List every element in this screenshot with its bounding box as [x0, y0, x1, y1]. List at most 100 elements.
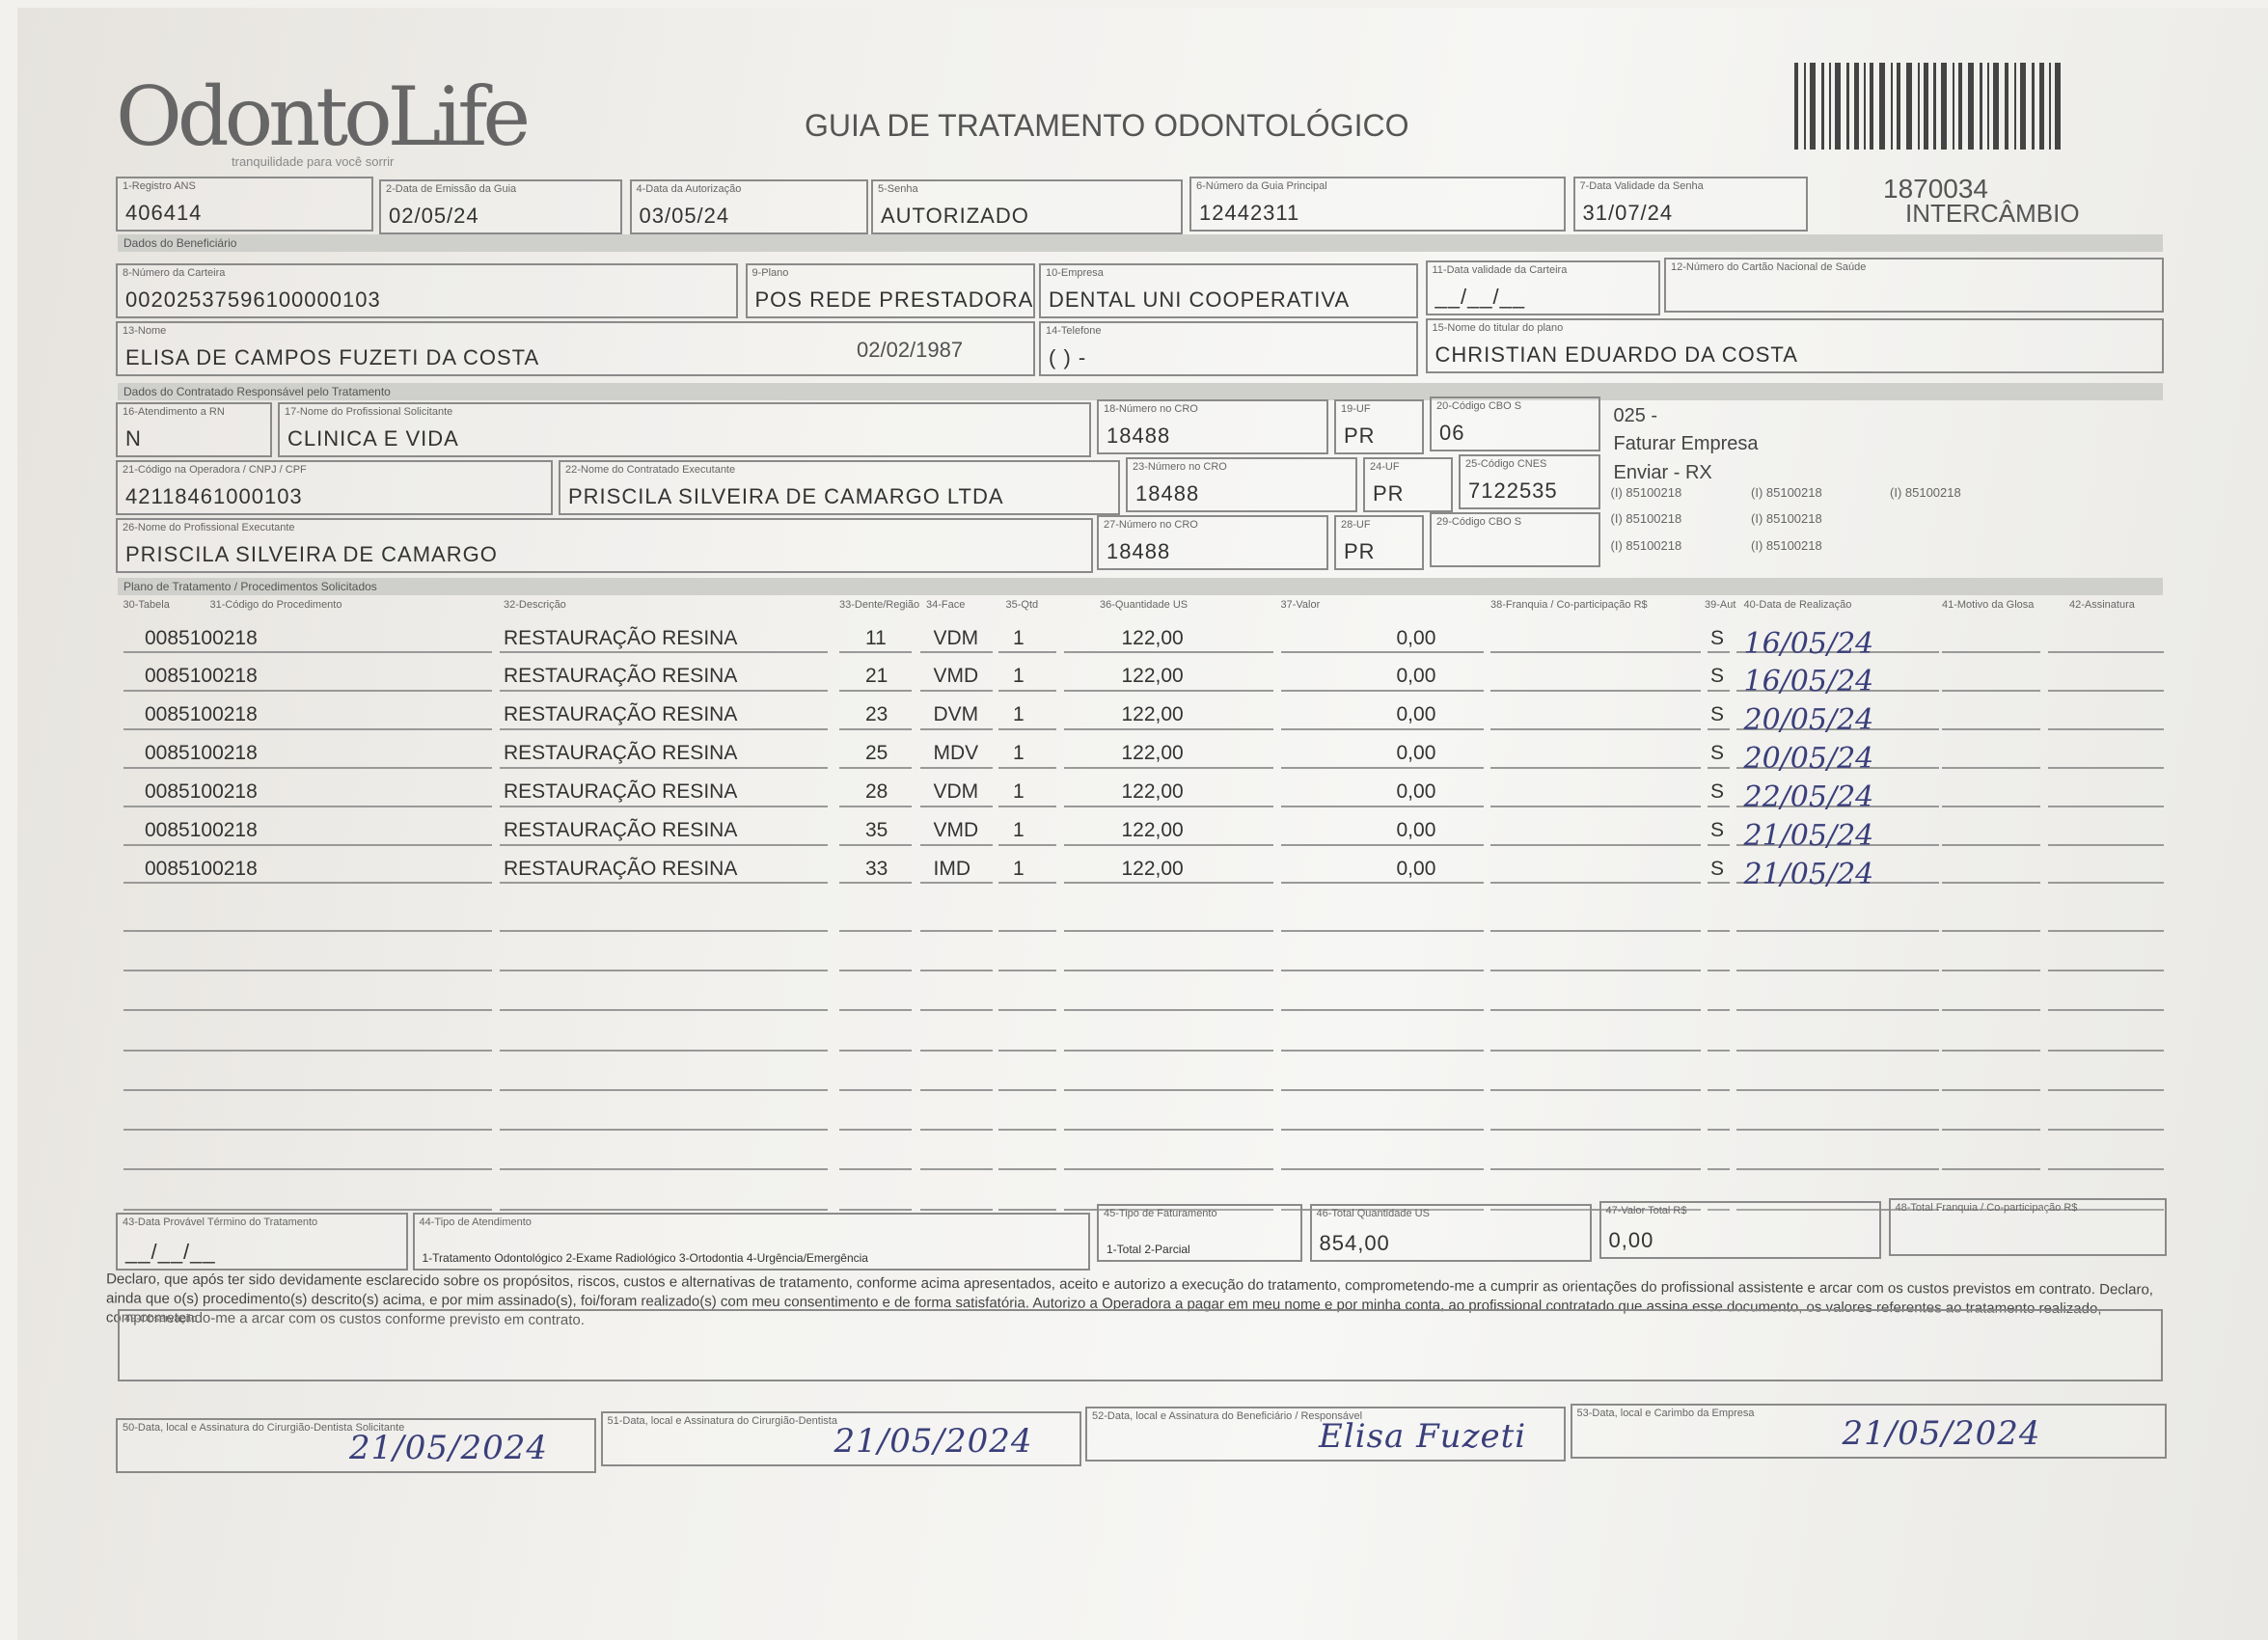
row-line	[920, 1129, 993, 1131]
row-line	[1280, 805, 1484, 807]
row-line	[2047, 727, 2164, 730]
table-cell: S	[1710, 819, 1725, 841]
table-cell: 23	[865, 703, 888, 726]
row-line	[998, 843, 1056, 846]
row-line	[123, 1129, 492, 1131]
table-cell: MDV	[933, 742, 979, 765]
row-line	[1736, 929, 1939, 932]
row-line	[1490, 1049, 1701, 1052]
row-line	[123, 929, 492, 932]
row-line	[839, 651, 912, 653]
column-header: 31-Código do Procedimento	[209, 599, 342, 611]
field-value: 18488	[1107, 424, 1171, 448]
row-line	[123, 1208, 492, 1211]
table-cell: RESTAURAÇÃO RESINA	[504, 665, 738, 688]
table-cell: 1	[1013, 703, 1025, 726]
table-cell: 20/05/24	[1743, 703, 1874, 738]
row-line	[499, 1088, 828, 1091]
row-line	[1708, 1129, 1730, 1131]
field-value: 42118461000103	[125, 484, 303, 508]
field-value: 406414	[125, 201, 203, 225]
form-field: 1-Registro ANS 406414	[116, 177, 373, 232]
field-label: 14-Telefone	[1046, 325, 1102, 337]
row-line	[920, 766, 993, 769]
table-cell: RESTAURAÇÃO RESINA	[504, 703, 738, 726]
form-field: 8-Número da Carteira 00202537596100000103	[116, 263, 738, 318]
field-label: 22-Nome do Contratado Executante	[565, 464, 736, 476]
field-label: 6-Número da Guia Principal	[1196, 180, 1327, 192]
row-line	[1708, 929, 1730, 932]
field-value: CHRISTIAN EDUARDO DA COSTA	[1435, 342, 1798, 367]
logo: OdontoLife	[116, 69, 531, 164]
row-line	[1063, 1049, 1273, 1052]
row-line	[1490, 970, 1701, 971]
field-label: 24-UF	[1370, 461, 1400, 473]
table-cell: S	[1710, 626, 1725, 649]
column-header: 38-Franquia / Co-participação R$	[1490, 599, 1648, 611]
field-value: 00202537596100000103	[125, 287, 381, 312]
row-line	[839, 1009, 912, 1012]
row-line	[1280, 882, 1484, 885]
row-line	[920, 1168, 993, 1171]
field-label: 25-Código CNES	[1465, 458, 1547, 470]
row-line	[1490, 766, 1701, 769]
row-line	[1280, 651, 1484, 653]
field-label: 15-Nome do titular do plano	[1432, 322, 1564, 334]
form-field: 7-Data Validade da Senha 31/07/24	[1572, 177, 1808, 232]
row-line	[1708, 1088, 1730, 1091]
row-line	[920, 1049, 993, 1052]
field-value: 18488	[1135, 481, 1200, 506]
column-header: 30-Tabela	[123, 599, 170, 611]
row-line	[1708, 689, 1730, 692]
row-line	[499, 805, 828, 807]
row-line	[499, 1129, 828, 1131]
table-cell: VMD	[933, 665, 979, 688]
table-cell: 0,00	[1396, 626, 1436, 649]
row-line	[1736, 766, 1939, 769]
field-value: PR	[1373, 481, 1405, 506]
row-line	[123, 805, 492, 807]
row-line	[1942, 1129, 2040, 1131]
row-line	[123, 651, 492, 653]
signature-value: 21/05/2024	[349, 1429, 548, 1467]
column-header: 34-Face	[926, 599, 966, 611]
field-label: 10-Empresa	[1046, 267, 1104, 279]
row-line	[920, 843, 993, 846]
row-line	[839, 689, 912, 692]
table-cell: S	[1710, 857, 1725, 880]
form-field: 21-Código na Operadora / CNPJ / CPF 42118…	[116, 460, 553, 515]
row-line	[1280, 689, 1484, 692]
row-line	[1063, 929, 1273, 932]
field-label: 44-Tipo de Atendimento	[419, 1216, 532, 1228]
row-line	[998, 882, 1056, 885]
table-cell: 35	[865, 819, 888, 841]
field-label: 18-Número no CRO	[1104, 403, 1198, 415]
table-cell: 122,00	[1121, 703, 1184, 726]
table-cell: 21/05/24	[1743, 857, 1874, 891]
total-field: 47-Valor Total R$ 0,00	[1599, 1201, 1881, 1259]
table-cell: RESTAURAÇÃO RESINA	[504, 819, 738, 841]
row-line	[920, 929, 993, 932]
field-label: 8-Número da Carteira	[123, 267, 226, 279]
row-line	[1063, 689, 1273, 692]
column-header: 33-Dente/Região	[839, 599, 920, 611]
row-line	[1280, 766, 1484, 769]
form-field: 4-Data da Autorização 03/05/24	[629, 179, 868, 234]
row-line	[2047, 1088, 2164, 1091]
table-cell: 11	[865, 626, 887, 649]
note: Enviar - RX	[1613, 461, 1712, 483]
row-line	[1736, 843, 1939, 846]
table-cell: 122,00	[1121, 665, 1184, 688]
row-line	[998, 1208, 1056, 1211]
field-label: 46-Total Quantidade US	[1316, 1208, 1430, 1219]
table-cell: 0,00	[1396, 819, 1436, 841]
row-line	[1063, 1208, 1273, 1211]
column-header: 37-Valor	[1280, 599, 1321, 611]
procedure-code-note: (I) 85100218	[1751, 484, 1822, 500]
title: GUIA DE TRATAMENTO ODONTOLÓGICO	[805, 108, 1409, 143]
guide-code: 1870034	[1883, 174, 1989, 204]
form-field: 10-Empresa DENTAL UNI COOPERATIVA	[1039, 263, 1418, 318]
row-line	[1708, 843, 1730, 846]
field-label: 27-Número no CRO	[1104, 519, 1198, 531]
